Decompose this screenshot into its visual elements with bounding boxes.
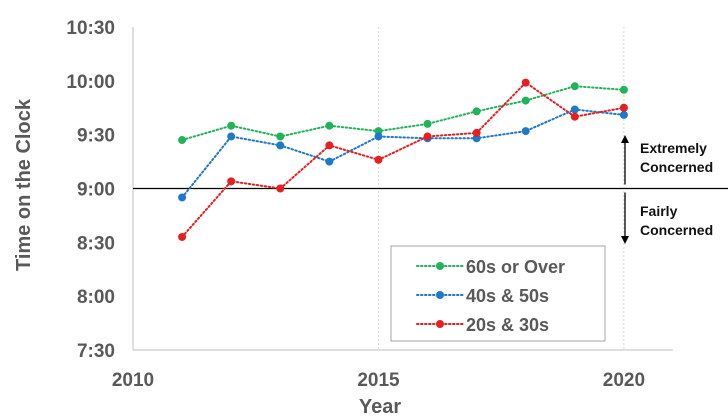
y-tick-labels: 7:30 8:00 8:30 9:00 9:30 10:00 10:30 [66,18,115,362]
data-point [570,112,579,121]
data-point [521,96,530,105]
data-point [178,232,187,241]
y-tick-label: 8:00 [77,287,115,308]
data-point [472,107,481,116]
data-point [521,127,530,136]
x-tick-label: 2015 [357,370,400,391]
data-point [276,184,285,193]
annotation-label: Concerned [640,159,713,175]
data-point [374,155,383,164]
annotation-label: Fairly [640,203,678,219]
data-point [374,132,383,141]
y-tick-label: 8:30 [77,233,115,254]
data-point [178,136,187,145]
data-point [227,121,236,130]
data-point [619,103,628,112]
legend-box [390,245,606,342]
legend-marker [436,320,444,328]
series-0 [178,82,628,145]
legend: 60s or Over 40s & 50s 20s & 30s [390,245,606,342]
data-point [472,128,481,137]
data-point [423,119,432,128]
data-point [276,132,285,141]
annotations: Extremely Concerned Fairly Concerned [621,135,713,244]
x-axis-title: Year [359,396,401,418]
series-1 [178,105,628,202]
y-tick-label: 10:30 [66,18,115,39]
data-point [570,105,579,114]
arrow-down-head [621,236,629,244]
annotation-label: Concerned [640,222,713,238]
data-point [178,193,187,202]
arrow-up-head [621,135,629,143]
series-line [181,81,625,238]
annotation-label: Extremely [640,140,707,156]
data-point [521,78,530,87]
axes [132,27,728,351]
data-point [325,141,334,150]
data-point [227,177,236,186]
data-point [570,82,579,91]
data-point [619,110,628,119]
legend-label: 40s & 50s [466,286,549,306]
data-point [423,132,432,141]
legend-label: 20s & 30s [466,315,549,335]
legend-label: 60s or Over [466,257,565,277]
data-point [619,85,628,94]
y-tick-label: 9:30 [77,126,115,147]
y-tick-label: 9:00 [77,180,115,201]
x-tick-label: 2020 [603,370,645,391]
series-line [181,108,625,199]
y-tick-label: 7:30 [77,341,115,362]
x-tick-label: 2010 [112,370,154,391]
legend-marker [436,262,444,270]
legend-marker [436,291,444,299]
data-point [227,132,236,141]
series-line [181,85,625,141]
series-2 [178,78,628,241]
series-lines [178,78,628,241]
y-tick-label: 10:00 [66,72,115,93]
data-point [276,141,285,150]
y-axis-title: Time on the Clock [13,98,35,271]
data-point [325,157,334,166]
data-point [325,121,334,130]
x-tick-labels: 2010 2015 2020 [112,370,645,391]
